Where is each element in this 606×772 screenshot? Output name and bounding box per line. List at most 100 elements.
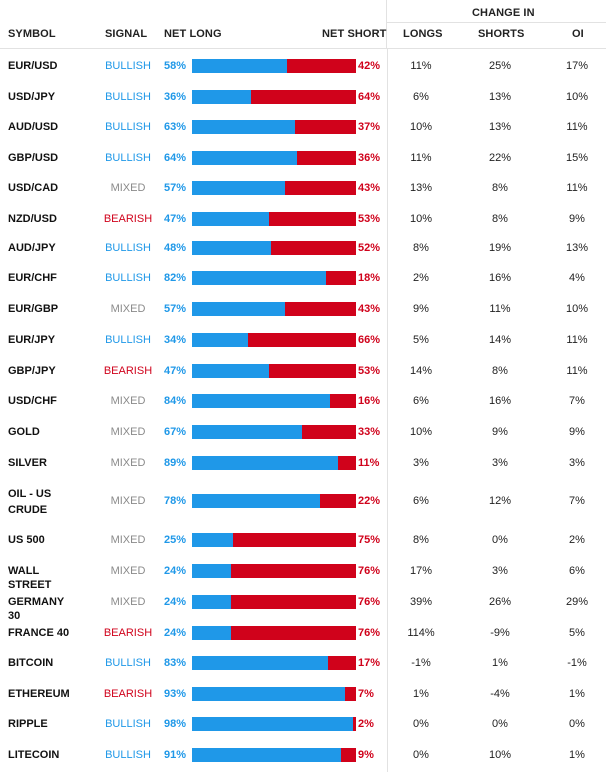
signal-cell: MIXED [110, 303, 146, 315]
net-position-bar [192, 181, 356, 195]
header-symbol[interactable]: SYMBOL [8, 28, 56, 40]
change-longs-value: 0% [413, 749, 429, 761]
net-long-bar-fill [192, 494, 320, 508]
change-oi-value: 10% [565, 91, 589, 103]
symbol-cell[interactable]: EUR/CHF [8, 272, 57, 284]
symbol-cell[interactable]: LITECOIN [8, 749, 60, 761]
change-shorts-value: 0% [492, 534, 508, 546]
net-long-bar-fill [192, 90, 252, 104]
net-position-bar [192, 120, 356, 134]
change-shorts-value: 12% [488, 495, 512, 507]
symbol-cell[interactable]: BITCOIN [8, 657, 54, 669]
change-oi-value: 9% [569, 213, 585, 225]
change-oi-value: 3% [569, 457, 585, 469]
net-position-bar [192, 241, 356, 255]
change-longs-value: 114% [407, 627, 435, 639]
net-long-bar-fill [192, 333, 248, 347]
change-oi-value: 10% [565, 303, 589, 315]
net-long-bar-fill [192, 425, 302, 439]
change-longs-value: 39% [409, 596, 433, 608]
header-signal[interactable]: SIGNAL [105, 28, 148, 40]
net-long-bar-fill [192, 748, 342, 762]
net-short-value: 43% [358, 303, 381, 315]
net-short-value: 18% [358, 272, 381, 284]
net-position-bar [192, 656, 356, 670]
net-short-value: 9% [358, 749, 374, 761]
net-position-bar [192, 748, 356, 762]
change-shorts-value: 9% [492, 426, 508, 438]
change-oi-value: 7% [569, 395, 585, 407]
symbol-cell[interactable]: USD/CAD [8, 182, 59, 194]
symbol-cell[interactable]: EUR/JPY [8, 334, 56, 346]
net-long-value: 36% [163, 91, 186, 103]
symbol-cell[interactable]: WALL STREET [8, 565, 52, 591]
header-oi[interactable]: OI [572, 28, 584, 40]
symbol-cell[interactable]: AUD/USD [8, 121, 59, 133]
change-longs-value: 17% [409, 565, 433, 577]
signal-cell: BEARISH [103, 213, 153, 225]
signal-cell: BULLISH [105, 718, 151, 730]
change-longs-value: 11% [410, 60, 432, 72]
symbol-cell[interactable]: RIPPLE [8, 718, 48, 730]
symbol-cell[interactable]: GOLD [8, 426, 40, 438]
net-long-value: 48% [163, 242, 186, 254]
signal-cell: BULLISH [105, 152, 151, 164]
change-oi-value: 29% [565, 596, 589, 608]
change-shorts-value: 0% [492, 718, 508, 730]
net-position-bar [192, 533, 356, 547]
net-short-value: 43% [358, 182, 381, 194]
symbol-cell[interactable]: GBP/JPY [8, 365, 56, 377]
change-shorts-value: 16% [488, 272, 512, 284]
change-oi-value: 2% [569, 534, 585, 546]
net-short-value: 42% [358, 60, 381, 72]
header-divider [0, 48, 606, 49]
net-short-value: 7% [358, 688, 374, 700]
signal-cell: MIXED [110, 596, 146, 608]
net-long-bar-fill [192, 59, 288, 73]
change-oi-value: 4% [569, 272, 585, 284]
net-position-bar [192, 494, 356, 508]
symbol-cell[interactable]: FRANCE 40 [8, 627, 70, 639]
symbol-cell[interactable]: OIL - US CRUDE [8, 488, 52, 516]
signal-cell: BULLISH [105, 272, 151, 284]
signal-cell: MIXED [110, 426, 146, 438]
symbol-cell[interactable]: USD/JPY [8, 91, 56, 103]
net-position-bar [192, 394, 356, 408]
symbol-cell[interactable]: USD/CHF [8, 395, 57, 407]
net-position-bar [192, 59, 356, 73]
signal-cell: BULLISH [105, 60, 151, 72]
net-short-value: 76% [358, 627, 381, 639]
net-short-value: 37% [358, 121, 381, 133]
symbol-cell[interactable]: SILVER [8, 457, 47, 469]
net-long-bar-fill [192, 656, 329, 670]
net-short-value: 75% [358, 534, 381, 546]
symbol-cell[interactable]: EUR/GBP [8, 303, 59, 315]
symbol-cell[interactable]: GBP/USD [8, 152, 59, 164]
change-longs-value: 9% [413, 303, 429, 315]
header-longs[interactable]: LONGS [403, 28, 443, 40]
header-shorts[interactable]: SHORTS [478, 28, 525, 40]
header-net-long[interactable]: NET LONG [164, 28, 222, 40]
header-net-short[interactable]: NET SHORT [322, 28, 387, 40]
net-long-value: 57% [163, 303, 186, 315]
net-long-value: 89% [163, 457, 186, 469]
net-short-value: 33% [358, 426, 381, 438]
symbol-cell[interactable]: GERMANY 30 [8, 596, 65, 622]
net-long-bar-fill [192, 181, 286, 195]
symbol-cell[interactable]: US 500 [8, 534, 45, 546]
net-position-bar [192, 425, 356, 439]
change-shorts-value: 8% [492, 213, 508, 225]
symbol-cell[interactable]: ETHEREUM [8, 688, 70, 700]
change-shorts-value: -4% [490, 688, 510, 700]
symbol-cell[interactable]: AUD/JPY [8, 242, 56, 254]
symbol-cell[interactable]: NZD/USD [8, 213, 57, 225]
signal-cell: MIXED [110, 495, 146, 507]
change-oi-value: 5% [569, 627, 585, 639]
net-long-bar-fill [192, 120, 296, 134]
signal-cell: BULLISH [105, 121, 151, 133]
symbol-cell[interactable]: EUR/USD [8, 60, 58, 72]
change-shorts-value: 16% [488, 395, 512, 407]
change-oi-value: 15% [565, 152, 589, 164]
net-short-value: 52% [358, 242, 381, 254]
change-oi-value: 6% [569, 565, 585, 577]
